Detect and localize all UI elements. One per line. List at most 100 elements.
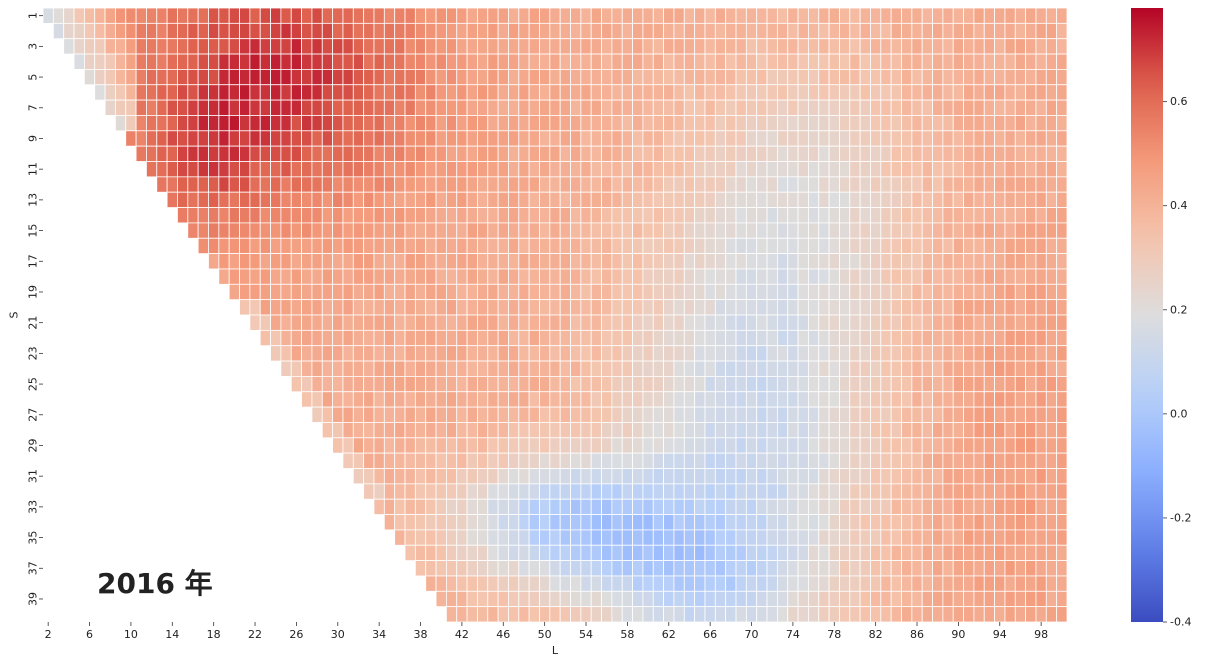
heatmap-cell [745, 237, 758, 255]
heatmap-cell [756, 452, 768, 469]
heatmap-cell [673, 329, 685, 347]
heatmap-cell [611, 452, 623, 469]
heatmap-cell [735, 299, 747, 316]
heatmap-cell [228, 283, 240, 301]
heatmap-cell [590, 176, 602, 193]
heatmap-cell [218, 161, 230, 178]
heatmap-cell [642, 483, 654, 500]
heatmap-cell [518, 406, 530, 423]
heatmap-cell [787, 7, 799, 24]
heatmap-cell [321, 115, 334, 132]
heatmap-cell [1045, 115, 1058, 132]
heatmap-cell [859, 191, 871, 208]
heatmap-cell [859, 498, 871, 515]
heatmap-cell [559, 283, 571, 301]
heatmap-cell [363, 176, 375, 193]
heatmap-cell [642, 253, 654, 270]
heatmap-cell [601, 514, 613, 531]
heatmap-cell [477, 84, 489, 101]
heatmap-cell [570, 69, 582, 86]
heatmap-cell [797, 406, 809, 423]
y-tick-label: 25 [27, 377, 40, 391]
heatmap-cell [963, 84, 975, 101]
heatmap-cell [745, 560, 758, 577]
heatmap-cell [477, 544, 489, 562]
heatmap-cell [849, 468, 861, 485]
heatmap-cell [621, 422, 633, 439]
heatmap-cell [766, 422, 778, 439]
heatmap-cell [363, 130, 375, 147]
heatmap-cell [249, 268, 261, 285]
heatmap-cell [1004, 145, 1016, 162]
heatmap-cell [797, 452, 809, 469]
heatmap-cell [818, 422, 830, 439]
heatmap-cell [528, 38, 540, 55]
heatmap-cell [559, 7, 571, 24]
heatmap-cell [601, 437, 613, 454]
heatmap-cell [549, 253, 561, 270]
heatmap-cell [714, 345, 727, 362]
heatmap-cell [487, 53, 499, 70]
heatmap-cell [1056, 345, 1068, 362]
heatmap-cell [642, 544, 654, 562]
heatmap-cell [301, 53, 313, 70]
heatmap-cell [177, 69, 189, 86]
heatmap-cell [766, 222, 778, 239]
heatmap-cell [808, 391, 820, 408]
heatmap-cell [466, 207, 478, 224]
heatmap-cell [146, 99, 158, 116]
heatmap-cell [1014, 329, 1027, 347]
heatmap-cell [518, 53, 530, 70]
heatmap-cell [621, 222, 633, 239]
heatmap-cell [218, 268, 230, 285]
heatmap-cell [890, 207, 902, 224]
heatmap-cell [528, 191, 540, 208]
heatmap-cell [942, 560, 954, 577]
heatmap-cell [477, 299, 489, 316]
heatmap-cell [714, 468, 727, 485]
heatmap-cell [373, 191, 385, 208]
heatmap-cell [477, 99, 489, 116]
heatmap-cell [932, 529, 944, 546]
heatmap-cell [518, 84, 530, 101]
heatmap-cell [735, 375, 747, 393]
heatmap-cell [839, 437, 851, 454]
heatmap-cell [973, 222, 985, 239]
heatmap-cell [1025, 84, 1037, 101]
heatmap-cell [601, 222, 613, 239]
heatmap-cell [963, 606, 975, 623]
heatmap-cell [425, 498, 437, 515]
heatmap-cell [342, 84, 354, 101]
heatmap-cell [508, 498, 520, 515]
heatmap-cell [497, 529, 509, 546]
heatmap-cell [249, 84, 261, 101]
heatmap-cell [776, 115, 789, 132]
heatmap-cell [280, 345, 292, 362]
heatmap-cell [870, 498, 882, 515]
heatmap-cell [549, 544, 561, 562]
heatmap-cell [611, 468, 623, 485]
heatmap-cell [156, 130, 168, 147]
heatmap-cell [766, 437, 778, 454]
heatmap-cell [445, 514, 458, 531]
heatmap-cell [963, 22, 975, 40]
heatmap-cell [301, 115, 313, 132]
heatmap-cell [632, 498, 644, 515]
heatmap-cell [683, 207, 696, 224]
heatmap-cell [311, 268, 323, 285]
heatmap-cell [911, 590, 923, 608]
heatmap-cell [1056, 38, 1068, 55]
heatmap-cell [570, 314, 582, 331]
heatmap-cell [911, 53, 923, 70]
heatmap-cell [342, 360, 354, 377]
heatmap-cell [756, 560, 768, 577]
heatmap-cell [528, 375, 540, 393]
heatmap-cell [797, 130, 809, 147]
heatmap-cell [911, 145, 923, 162]
heatmap-cell [259, 237, 271, 255]
heatmap-cell [849, 253, 861, 270]
heatmap-cell [921, 53, 933, 70]
heatmap-cell [528, 237, 540, 255]
heatmap-cell [808, 283, 820, 301]
heatmap-cell [518, 253, 530, 270]
